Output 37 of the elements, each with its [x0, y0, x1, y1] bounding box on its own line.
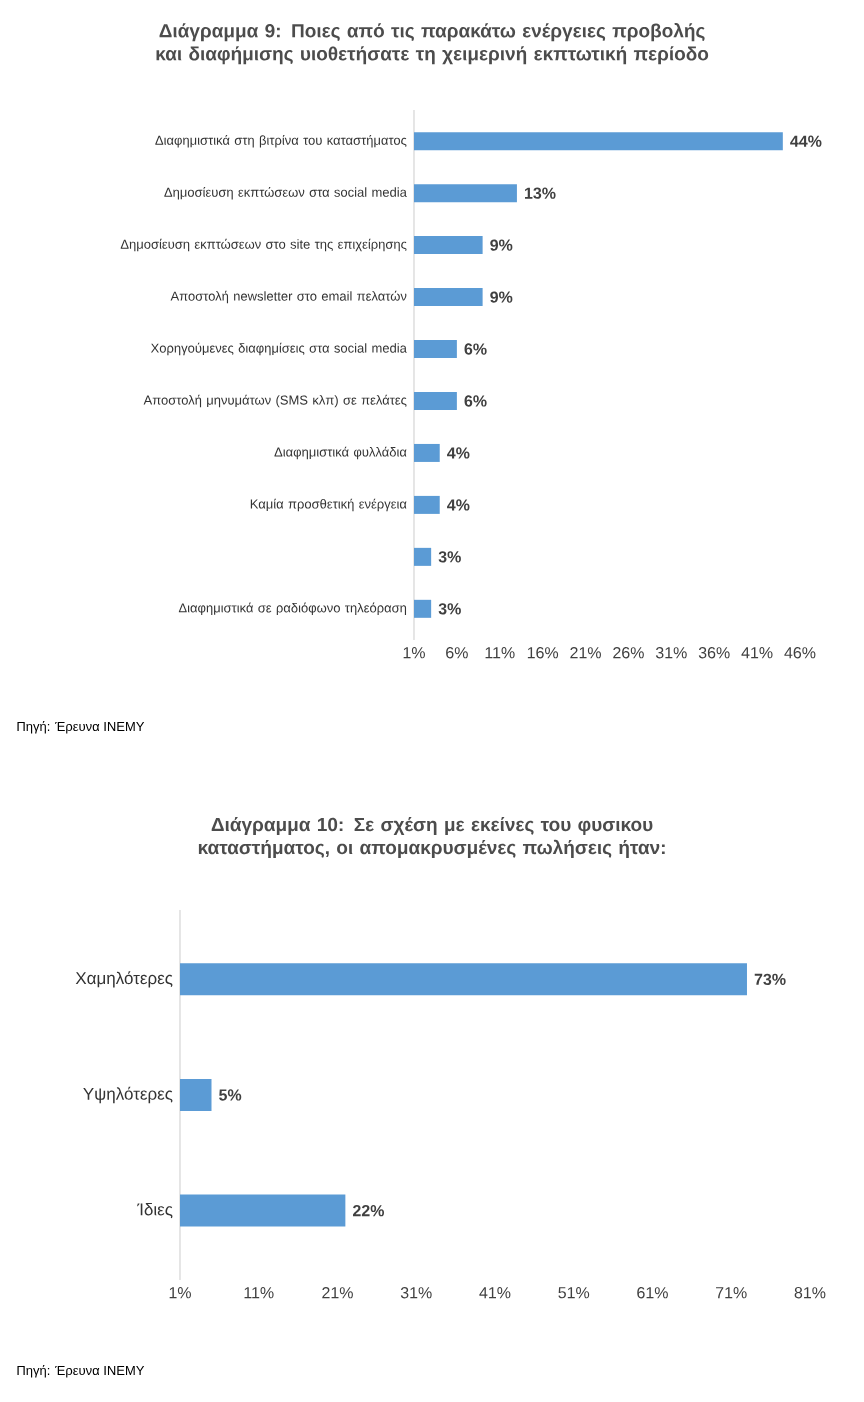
x-tick-label: 21%	[570, 647, 601, 659]
x-tick-label: 61%	[637, 1287, 668, 1299]
data-label: 9%	[490, 291, 513, 303]
x-tick-label: 21%	[322, 1287, 353, 1299]
x-tick-label: 16%	[527, 647, 559, 659]
data-label: 13%	[525, 187, 556, 199]
data-label: 9%	[490, 239, 513, 251]
data-label: 73%	[754, 973, 786, 986]
x-tick-label: 31%	[655, 647, 687, 659]
x-tick-label: 41%	[741, 647, 773, 659]
x-tick-label: 1%	[403, 647, 425, 659]
x-tick-label: 1%	[169, 1287, 191, 1299]
data-label: 6%	[464, 343, 487, 355]
data-label: 22%	[353, 1204, 385, 1217]
x-tick-label: 11%	[244, 1287, 274, 1299]
chart-title: Διάγραμμα 10: Σε σχέση με εκείνες του φυσικου καταστήματος, οι απομακρυσμένες πωλήσεις ήταν:	[198, 817, 665, 858]
x-tick-label: 26%	[613, 647, 644, 659]
data-label: 4%	[447, 499, 470, 511]
data-label: 4%	[447, 447, 470, 459]
x-tick-label: 31%	[400, 1287, 432, 1299]
chart-title: Διάγραμμα 9: Ποιες από τις παρακάτω ενέργειες προβολής και διαφήμισης υιοθετήσατε τη χειμερινή εκπτωτική περίοδο	[156, 23, 709, 65]
x-tick-label: 41%	[479, 1287, 511, 1299]
x-tick-label: 81%	[794, 1287, 826, 1299]
x-tick-label: 11%	[485, 647, 515, 659]
x-tick-label: 51%	[558, 1287, 590, 1299]
x-tick-label: 71%	[716, 1287, 747, 1299]
data-label: 44%	[790, 135, 822, 147]
data-label: 3%	[438, 551, 461, 563]
y-tick-label: Χαμηλότερες	[75, 971, 173, 988]
x-tick-label: 36%	[698, 647, 730, 659]
data-label: 3%	[438, 603, 461, 615]
x-tick-label: 46%	[784, 647, 816, 659]
data-label: 5%	[219, 1089, 242, 1101]
x-tick-label: 6%	[446, 647, 468, 659]
y-tick-label: Υψηλότερες	[83, 1086, 173, 1104]
y-tick-label: Ίδιες	[137, 1202, 173, 1219]
data-label: 6%	[464, 395, 487, 407]
